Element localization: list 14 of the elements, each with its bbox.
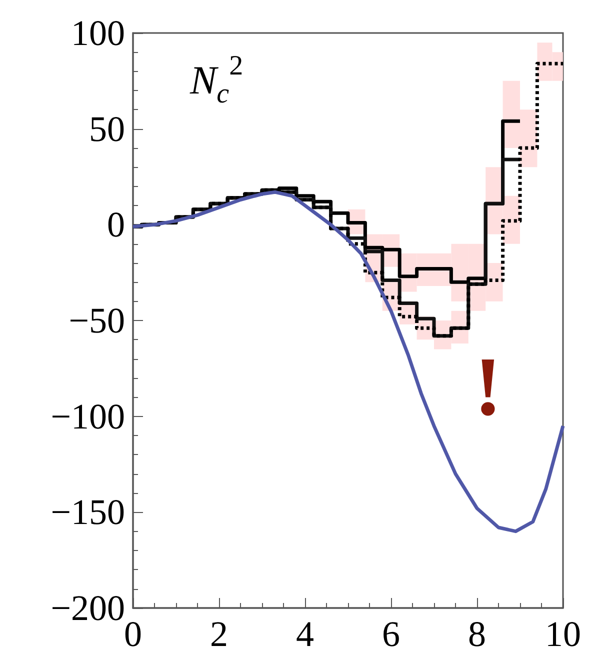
x-tick-label: 4 bbox=[296, 614, 314, 654]
y-tick-label: −50 bbox=[68, 300, 125, 340]
y-tick-label: 50 bbox=[89, 108, 125, 149]
y-tick-label: 0 bbox=[107, 204, 125, 245]
y-tick-label: 100 bbox=[71, 13, 125, 53]
y-tick-label: −100 bbox=[50, 396, 125, 436]
y-tick-label: −200 bbox=[50, 588, 125, 628]
x-tick-label: 2 bbox=[210, 614, 228, 654]
x-tick-label: 10 bbox=[545, 614, 581, 654]
x-tick-label: 6 bbox=[382, 614, 400, 654]
y-tick-label: −150 bbox=[50, 492, 125, 532]
annotation: ! bbox=[474, 340, 502, 434]
x-tick-label: 8 bbox=[468, 614, 486, 654]
line-series bbox=[131, 190, 565, 534]
